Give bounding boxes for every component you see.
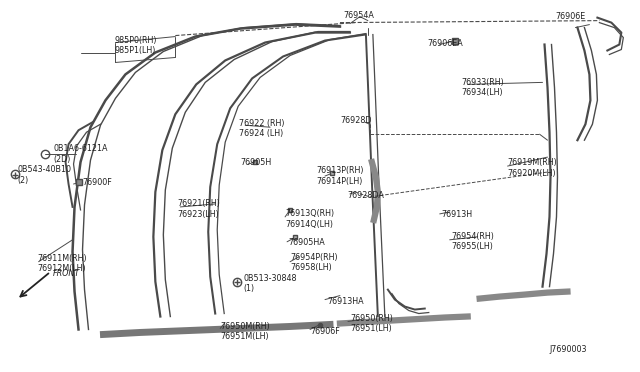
Text: 76913Q(RH)
76914Q(LH): 76913Q(RH) 76914Q(LH) (285, 209, 334, 228)
Text: J7690003: J7690003 (550, 345, 587, 354)
Text: 76905H: 76905H (240, 158, 271, 167)
Text: 76922 (RH)
76924 (LH): 76922 (RH) 76924 (LH) (239, 119, 285, 138)
Text: 76954(RH)
76955(LH): 76954(RH) 76955(LH) (452, 232, 495, 251)
Text: 76906EA: 76906EA (428, 39, 463, 48)
Text: 76950M(RH)
76951M(LH): 76950M(RH) 76951M(LH) (220, 322, 270, 341)
Text: 76911M(RH)
76912M(LH): 76911M(RH) 76912M(LH) (38, 254, 87, 273)
Text: 76913H: 76913H (442, 211, 473, 219)
Text: 76906E: 76906E (556, 12, 586, 21)
Text: 76900F: 76900F (83, 177, 112, 186)
Text: 76928D: 76928D (340, 116, 371, 125)
Text: 76913HA: 76913HA (327, 297, 364, 306)
Text: 76950(RH)
76951(LH): 76950(RH) 76951(LH) (350, 314, 393, 333)
Text: 0B1A6-6121A
(2D): 0B1A6-6121A (2D) (54, 144, 108, 164)
Text: 0B543-40B10
(2): 0B543-40B10 (2) (18, 165, 72, 185)
Text: 76928DA: 76928DA (347, 192, 384, 201)
Text: 76954A: 76954A (343, 11, 374, 20)
Text: 76933(RH)
76934(LH): 76933(RH) 76934(LH) (461, 78, 504, 97)
Text: 985P0(RH)
985P1(LH): 985P0(RH) 985P1(LH) (115, 36, 157, 55)
Text: FRONT: FRONT (52, 269, 80, 278)
Text: 76954P(RH)
76958(LH): 76954P(RH) 76958(LH) (290, 253, 338, 272)
Text: 76921(RH)
76923(LH): 76921(RH) 76923(LH) (177, 199, 220, 219)
Text: 76919M(RH)
76920M(LH): 76919M(RH) 76920M(LH) (508, 158, 557, 178)
Text: 76905HA: 76905HA (288, 238, 325, 247)
Text: 76906F: 76906F (310, 327, 340, 336)
Text: 0B513-30848
(1): 0B513-30848 (1) (243, 274, 297, 294)
Text: 76913P(RH)
76914P(LH): 76913P(RH) 76914P(LH) (316, 166, 364, 186)
